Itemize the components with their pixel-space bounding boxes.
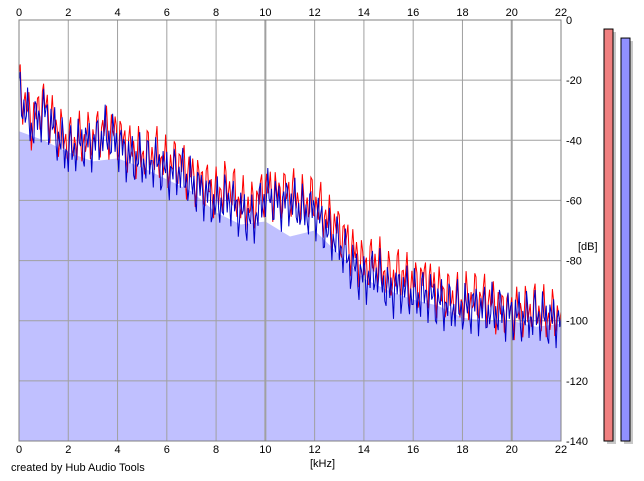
x-tick-label-top: 6: [164, 7, 170, 19]
y-tick-label: 0: [566, 15, 572, 27]
y-tick-label: -20: [566, 75, 582, 87]
x-tick-label-top: 20: [506, 7, 518, 19]
x-tick-label-top: 4: [114, 7, 120, 19]
x-tick-label-bottom: 2: [65, 444, 71, 456]
x-tick-label-bottom: 10: [259, 444, 271, 456]
credit-text: created by Hub Audio Tools: [11, 462, 145, 474]
x-tick-label-top: 0: [16, 7, 22, 19]
x-tick-label-top: 10: [259, 7, 271, 19]
y-tick-label: -140: [566, 436, 588, 448]
x-tick-label-bottom: 20: [506, 444, 518, 456]
x-tick-label-bottom: 8: [213, 444, 219, 456]
y-tick-label: -100: [566, 316, 588, 328]
x-tick-label-bottom: 0: [16, 444, 22, 456]
x-tick-label-bottom: 18: [456, 444, 468, 456]
level-meter-bar: [620, 37, 631, 442]
y-tick-label: -80: [566, 256, 582, 268]
y-axis-label: [dB]: [578, 241, 598, 253]
x-tick-label-bottom: 14: [358, 444, 370, 456]
x-tick-label-bottom: 12: [309, 444, 321, 456]
x-tick-label-top: 2: [65, 7, 71, 19]
x-tick-label-bottom: 6: [164, 444, 170, 456]
y-tick-label: -40: [566, 135, 582, 147]
x-tick-label-top: 12: [309, 7, 321, 19]
x-tick-label-top: 14: [358, 7, 370, 19]
x-tick-label-top: 22: [555, 7, 567, 19]
x-tick-label-top: 18: [456, 7, 468, 19]
level-meter-bar: [603, 28, 614, 442]
spectrum-fill-area: [19, 131, 561, 441]
x-tick-label-bottom: 22: [555, 444, 567, 456]
x-tick-label-bottom: 4: [114, 444, 120, 456]
spectrum-series-line: [18, 71, 562, 349]
y-tick-label: -60: [566, 195, 582, 207]
x-tick-label-top: 8: [213, 7, 219, 19]
y-tick-label: -120: [566, 376, 588, 388]
x-tick-label-bottom: 16: [407, 444, 419, 456]
x-axis-label: [kHz]: [310, 458, 336, 470]
x-tick-label-top: 16: [407, 7, 419, 19]
plot-border: [18, 19, 562, 442]
